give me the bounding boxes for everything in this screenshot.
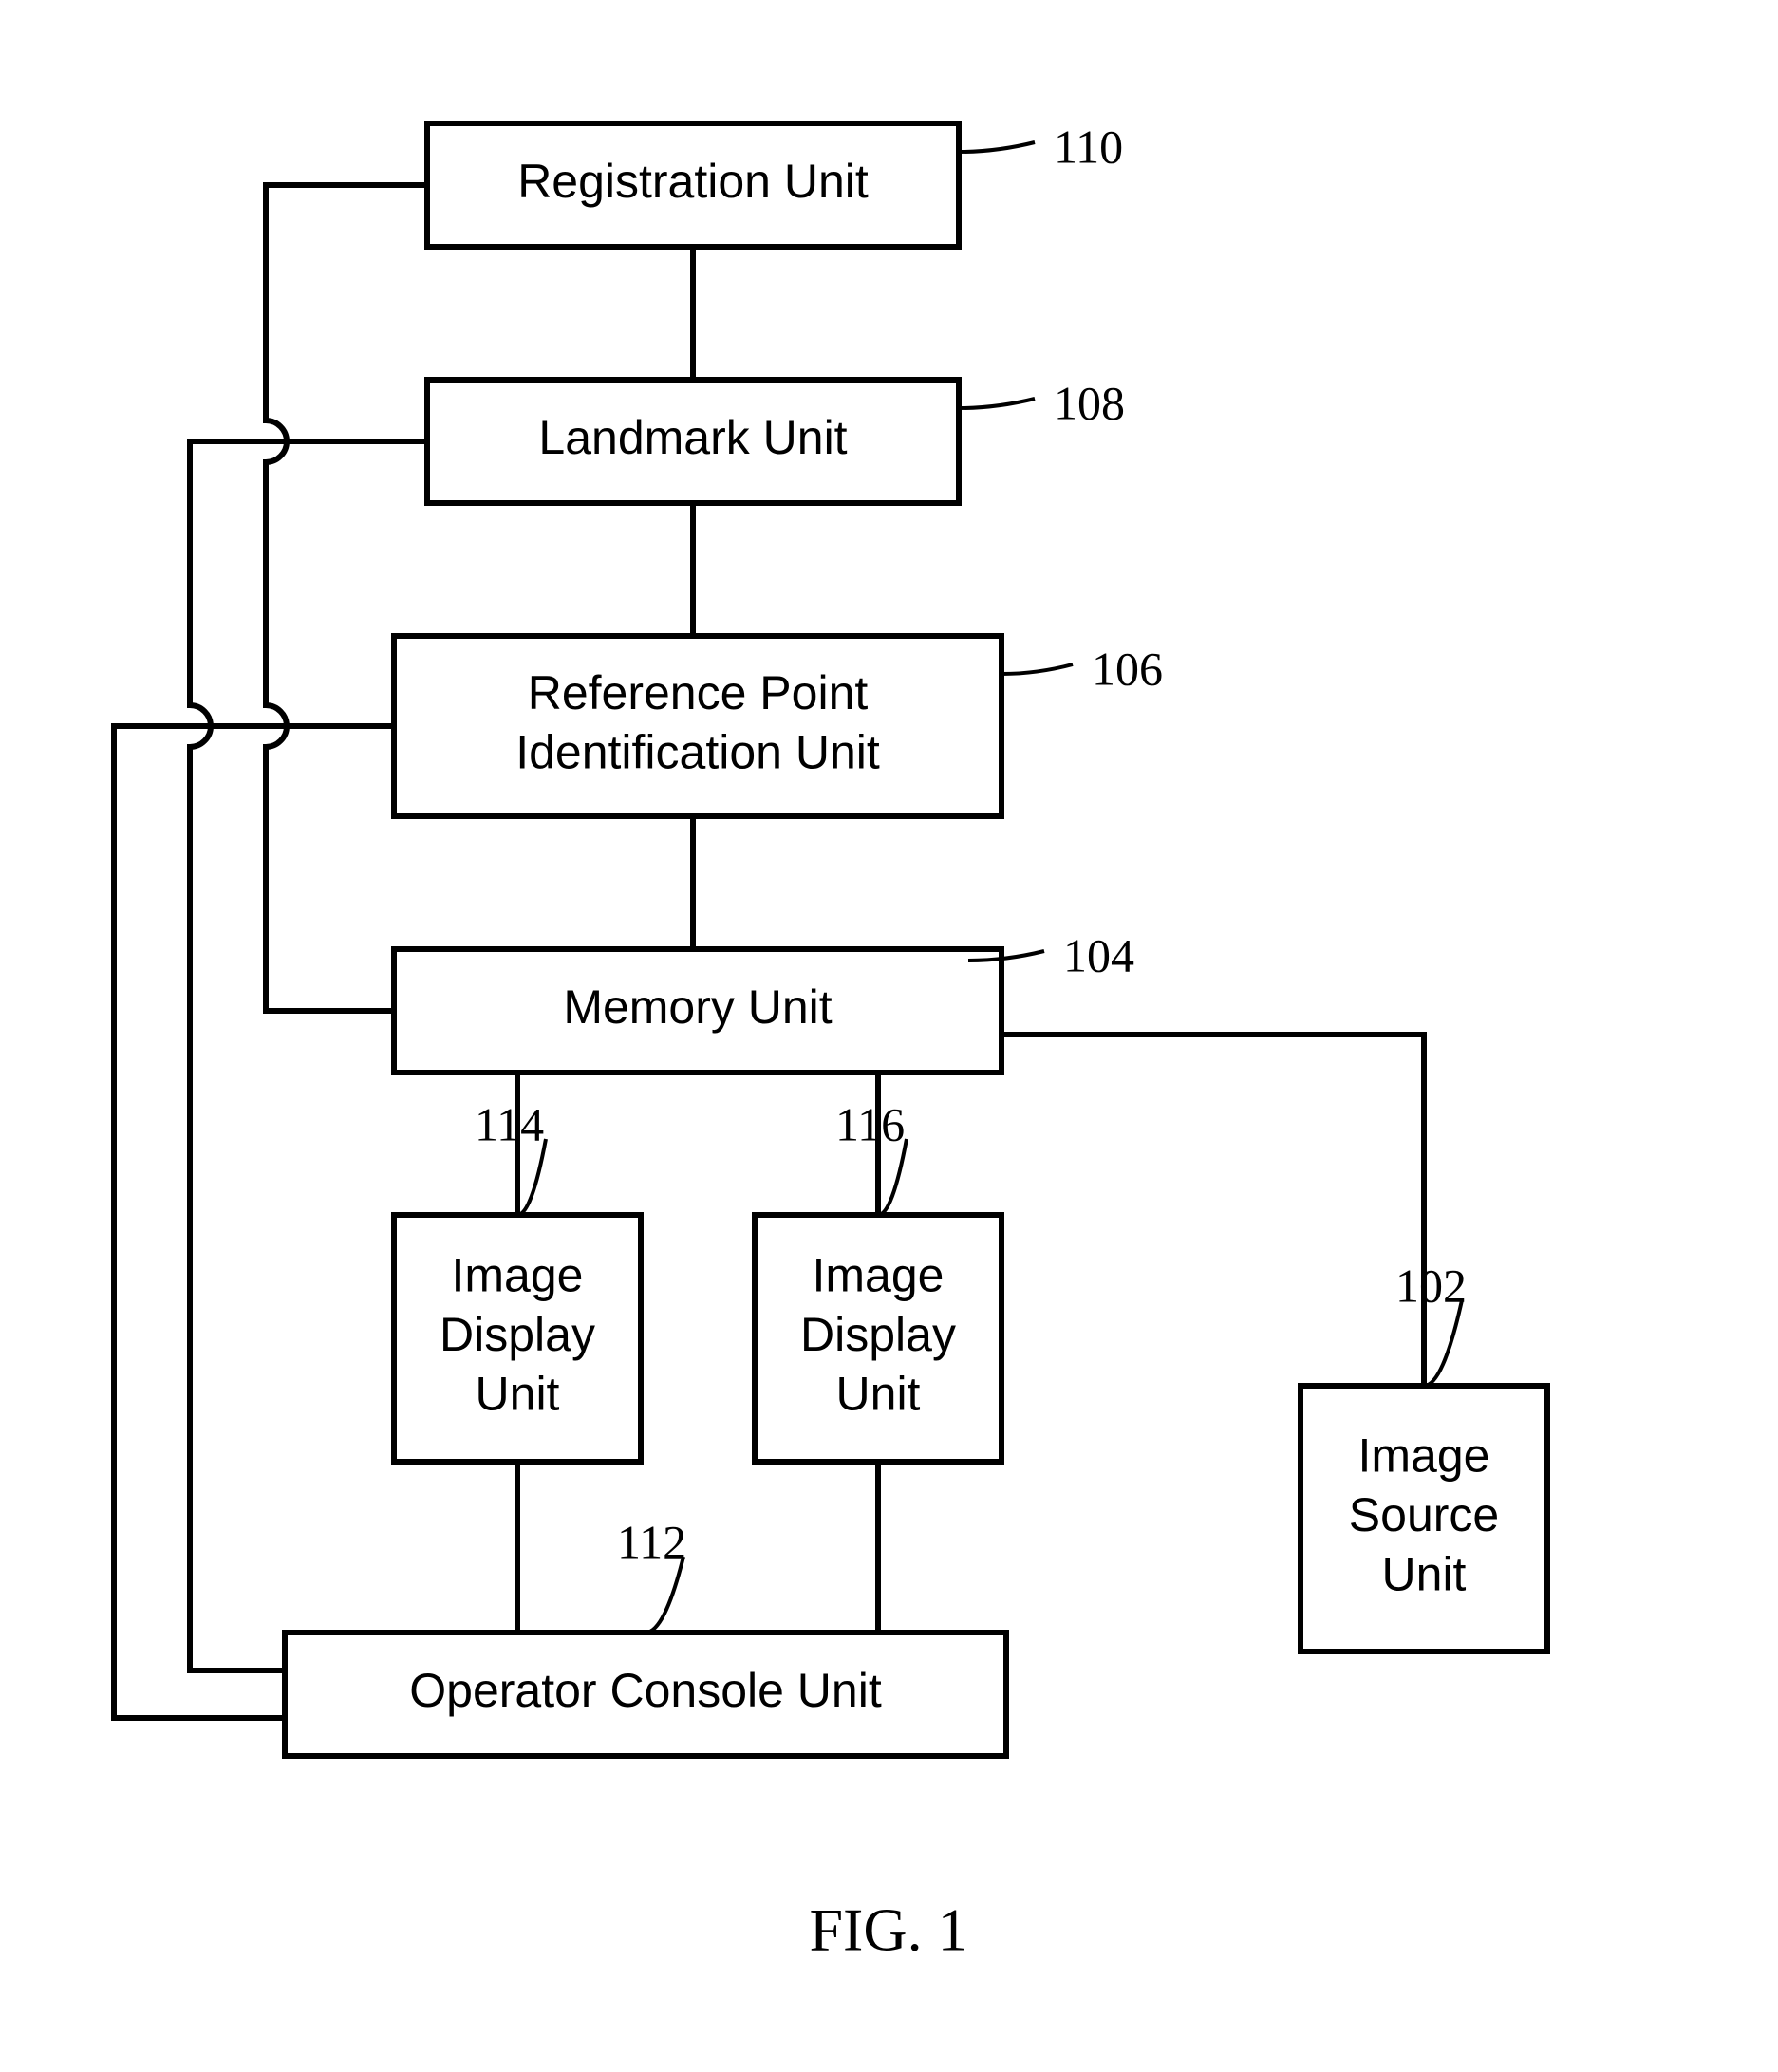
- node-refpoint-label-line0: Reference Point: [528, 666, 869, 719]
- node-registration-label-line0: Registration Unit: [517, 155, 869, 208]
- ref-refpoint: 106: [1092, 642, 1163, 695]
- node-display2-label-line1: Display: [800, 1308, 956, 1361]
- node-display1-label-line0: Image: [452, 1249, 584, 1302]
- figure-caption: FIG. 1: [809, 1896, 967, 1964]
- ref-display2: 116: [835, 1097, 905, 1150]
- ref-registration: 110: [1054, 120, 1123, 173]
- node-display2-label-line0: Image: [813, 1249, 945, 1302]
- node-display1-label-line2: Unit: [476, 1368, 560, 1421]
- ref-memory: 104: [1063, 928, 1134, 981]
- ref-display1: 114: [475, 1097, 544, 1150]
- ref-imagesrc: 102: [1395, 1259, 1467, 1312]
- node-memory-label-line0: Memory Unit: [563, 980, 832, 1034]
- node-imagesrc-label-line2: Unit: [1382, 1548, 1467, 1601]
- node-landmark-label-line0: Landmark Unit: [538, 411, 847, 464]
- node-imagesrc-label-line0: Image: [1358, 1429, 1490, 1483]
- node-display2-label-line2: Unit: [836, 1368, 921, 1421]
- ref-landmark: 108: [1054, 376, 1125, 429]
- node-imagesrc-label-line1: Source: [1349, 1488, 1499, 1541]
- node-refpoint-label-line1: Identification Unit: [515, 725, 880, 778]
- ref-console: 112: [617, 1515, 686, 1568]
- node-display1-label-line1: Display: [440, 1308, 595, 1361]
- node-console-label-line0: Operator Console Unit: [409, 1664, 882, 1717]
